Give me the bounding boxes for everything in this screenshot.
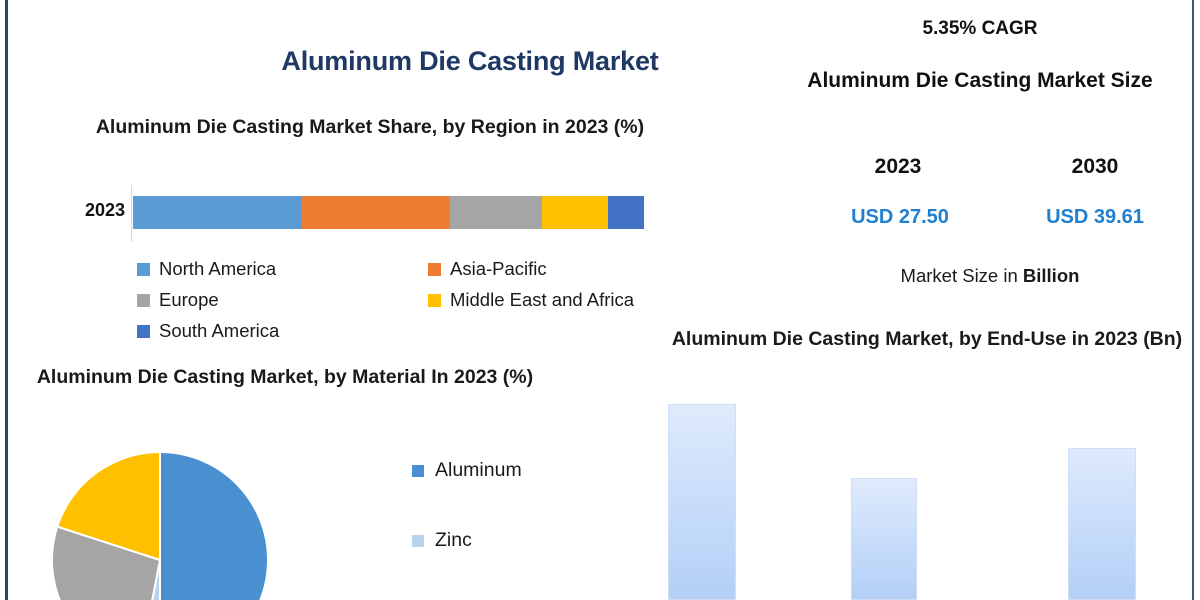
enduse-chart-title: Aluminum Die Casting Market, by End-Use …	[671, 328, 1183, 350]
region-legend-label: Europe	[159, 289, 219, 310]
enduse-bar	[1068, 448, 1136, 600]
cagr-value: 5.35% CAGR	[922, 18, 1038, 39]
market-size-unit-prefix: Market Size in	[900, 265, 1023, 286]
region-bar-segment	[133, 196, 302, 229]
region-legend-label: Middle East and Africa	[450, 289, 635, 310]
material-pie-chart	[51, 450, 269, 600]
legend-swatch-icon	[412, 464, 424, 477]
pie-slice	[159, 450, 269, 600]
region-chart-axis	[131, 185, 132, 242]
legend-swatch-icon	[137, 293, 150, 307]
region-stacked-bar	[133, 196, 644, 229]
market-size-unit-note: Market Size in Billion	[800, 265, 1180, 287]
region-legend-item: North America	[137, 258, 276, 280]
page-title: Aluminum Die Casting Market	[281, 46, 659, 76]
material-legend-item: Aluminum	[412, 459, 522, 482]
material-legend-label: Aluminum	[435, 459, 522, 481]
frame-border-left	[5, 0, 8, 600]
region-category-label: 2023	[84, 200, 125, 220]
market-size-value-from: USD 27.50	[851, 206, 949, 228]
pie-slice	[51, 525, 162, 600]
region-legend-label: North America	[159, 258, 277, 279]
region-legend-item: Asia-Pacific	[428, 258, 547, 280]
market-size-year-from: 2023	[874, 155, 922, 178]
region-bar-segment	[301, 196, 450, 229]
market-size-year-to: 2030	[1071, 155, 1119, 178]
legend-swatch-icon	[428, 262, 441, 276]
legend-swatch-icon	[412, 534, 424, 547]
region-chart-title: Aluminum Die Casting Market Share, by Re…	[95, 116, 645, 138]
market-size-value-to: USD 39.61	[1046, 206, 1144, 228]
legend-swatch-icon	[428, 293, 441, 307]
region-legend-label: Asia-Pacific	[450, 258, 547, 279]
material-legend-label: Zinc	[435, 529, 472, 551]
material-legend-item: Zinc	[412, 529, 472, 552]
region-legend-label: South America	[159, 320, 280, 341]
enduse-bar	[668, 404, 736, 600]
pie-slice	[56, 450, 161, 562]
material-chart-title: Aluminum Die Casting Market, by Material…	[36, 366, 534, 388]
region-bar-segment	[541, 196, 609, 229]
region-bar-segment	[449, 196, 542, 229]
region-legend-item: South America	[137, 320, 279, 342]
market-size-title: Aluminum Die Casting Market Size	[807, 69, 1153, 92]
enduse-bar	[851, 477, 917, 600]
market-size-unit-value: Billion	[1022, 265, 1080, 286]
pie-svg	[51, 450, 269, 600]
legend-swatch-icon	[137, 262, 150, 276]
region-bar-segment	[608, 196, 644, 229]
legend-swatch-icon	[137, 324, 150, 338]
region-legend-item: Middle East and Africa	[428, 289, 634, 311]
region-legend-item: Europe	[137, 289, 219, 311]
frame-border-right	[1192, 0, 1194, 600]
